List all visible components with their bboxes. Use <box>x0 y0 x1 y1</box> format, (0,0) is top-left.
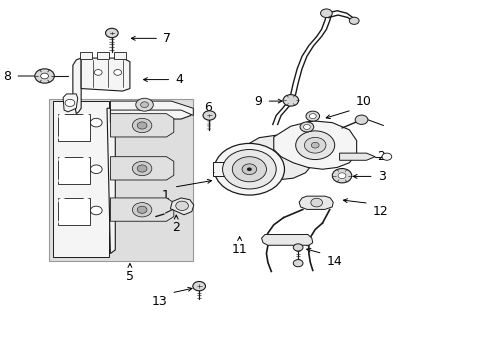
Circle shape <box>82 135 90 140</box>
Circle shape <box>381 153 391 160</box>
Circle shape <box>58 219 66 225</box>
Circle shape <box>232 157 266 182</box>
Circle shape <box>242 164 256 175</box>
Text: 14: 14 <box>326 255 342 268</box>
Circle shape <box>192 282 205 291</box>
Circle shape <box>141 102 148 108</box>
Text: 2: 2 <box>172 221 180 234</box>
Text: 2: 2 <box>377 150 385 163</box>
Circle shape <box>337 173 345 179</box>
Polygon shape <box>110 198 173 221</box>
Text: 6: 6 <box>203 101 211 114</box>
Circle shape <box>58 157 66 162</box>
Circle shape <box>58 135 66 140</box>
Polygon shape <box>107 108 190 253</box>
Bar <box>80 51 92 59</box>
Circle shape <box>137 206 147 213</box>
Bar <box>58 157 90 184</box>
Circle shape <box>137 165 147 172</box>
Circle shape <box>90 165 102 174</box>
Polygon shape <box>170 198 193 215</box>
Bar <box>97 51 109 59</box>
Circle shape <box>137 122 147 129</box>
Text: 7: 7 <box>163 32 171 45</box>
Text: 10: 10 <box>355 95 371 108</box>
Circle shape <box>214 143 284 195</box>
Circle shape <box>114 69 122 75</box>
Text: 4: 4 <box>175 73 183 86</box>
Circle shape <box>310 198 322 207</box>
Circle shape <box>82 198 90 204</box>
Circle shape <box>132 203 152 217</box>
Circle shape <box>82 178 90 184</box>
Circle shape <box>90 118 102 127</box>
Polygon shape <box>63 94 78 112</box>
Text: 9: 9 <box>254 95 262 108</box>
Circle shape <box>304 137 325 153</box>
Circle shape <box>303 125 310 130</box>
Circle shape <box>105 28 118 38</box>
Polygon shape <box>273 121 356 169</box>
Circle shape <box>82 219 90 225</box>
Circle shape <box>58 114 66 120</box>
Circle shape <box>132 118 152 133</box>
Circle shape <box>354 115 367 125</box>
Circle shape <box>246 167 251 171</box>
Polygon shape <box>110 157 173 180</box>
Circle shape <box>94 69 102 75</box>
Circle shape <box>305 111 319 121</box>
Circle shape <box>132 161 152 176</box>
Text: 5: 5 <box>125 270 134 283</box>
Bar <box>49 99 193 261</box>
Circle shape <box>309 114 316 119</box>
Circle shape <box>293 260 303 267</box>
Bar <box>114 51 126 59</box>
Polygon shape <box>339 153 374 160</box>
Polygon shape <box>110 101 193 123</box>
Circle shape <box>283 95 298 106</box>
Circle shape <box>331 168 351 183</box>
Text: 11: 11 <box>231 243 247 256</box>
Circle shape <box>82 114 90 120</box>
Circle shape <box>90 206 102 215</box>
Polygon shape <box>299 196 332 210</box>
Circle shape <box>41 73 48 79</box>
Circle shape <box>58 198 66 204</box>
Circle shape <box>58 178 66 184</box>
Polygon shape <box>249 135 312 180</box>
Bar <box>58 198 90 225</box>
Text: 3: 3 <box>377 170 385 183</box>
Polygon shape <box>261 234 312 245</box>
Text: 1: 1 <box>162 189 169 202</box>
Bar <box>212 162 249 176</box>
Circle shape <box>65 99 75 107</box>
Circle shape <box>295 131 334 159</box>
Circle shape <box>175 201 188 211</box>
Circle shape <box>203 111 215 120</box>
Polygon shape <box>110 114 173 137</box>
Circle shape <box>300 122 313 132</box>
Circle shape <box>348 17 358 24</box>
Circle shape <box>136 98 153 111</box>
Polygon shape <box>81 58 130 91</box>
Bar <box>58 114 90 140</box>
Circle shape <box>82 157 90 162</box>
Circle shape <box>293 244 303 251</box>
Text: 8: 8 <box>3 69 11 82</box>
Polygon shape <box>53 101 109 257</box>
Text: 12: 12 <box>372 205 387 218</box>
Circle shape <box>311 142 319 148</box>
Text: 13: 13 <box>151 295 167 308</box>
Circle shape <box>35 69 54 83</box>
Polygon shape <box>73 58 81 114</box>
Circle shape <box>222 149 276 189</box>
Circle shape <box>320 9 331 18</box>
